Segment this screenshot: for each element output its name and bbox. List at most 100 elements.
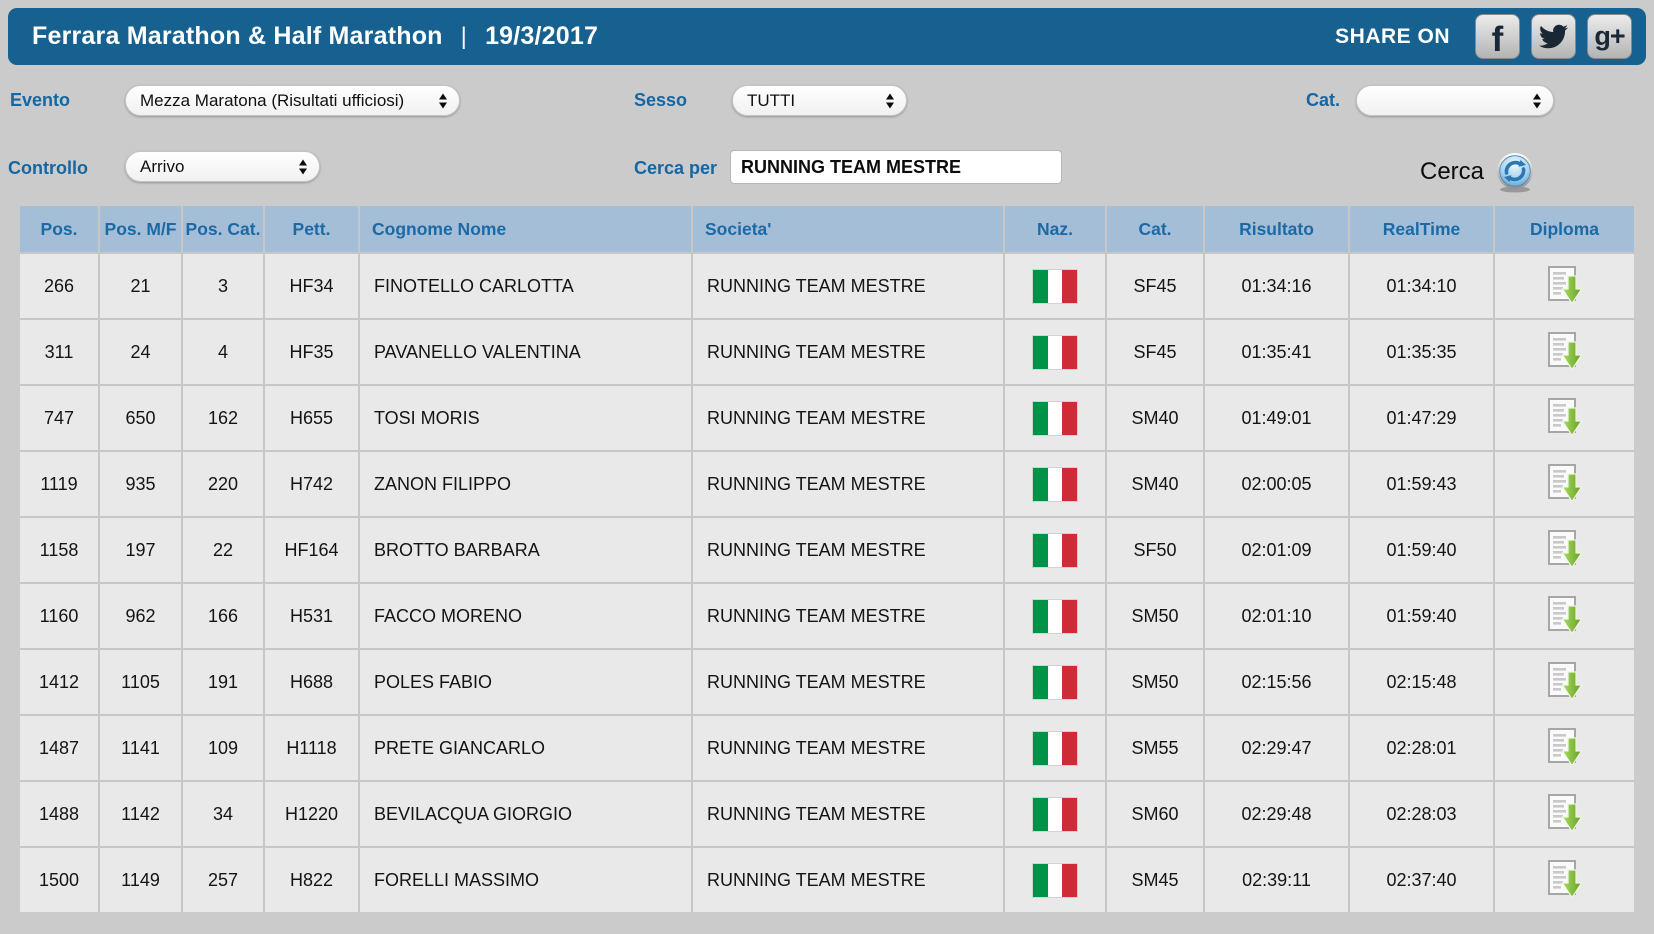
real-time-cell: 02:28:01	[1350, 716, 1493, 780]
pos-mf-cell: 24	[100, 320, 181, 384]
runner-name-cell: FORELLI MASSIMO	[360, 848, 691, 912]
runner-name-cell: PRETE GIANCARLO	[360, 716, 691, 780]
result-time-cell: 02:39:11	[1205, 848, 1348, 912]
italy-flag-icon	[1033, 731, 1078, 765]
diploma-download-icon[interactable]	[1546, 595, 1584, 637]
diploma-download-icon[interactable]	[1546, 331, 1584, 373]
diploma-cell	[1495, 320, 1634, 384]
bib-number-cell: H655	[265, 386, 358, 450]
controllo-select[interactable]: Arrivo	[125, 151, 320, 182]
col-header-societa: Societa'	[693, 206, 1003, 252]
pos-mf-cell: 197	[100, 518, 181, 582]
facebook-icon: f	[1491, 19, 1504, 59]
result-time-cell: 02:29:47	[1205, 716, 1348, 780]
real-time-cell: 02:15:48	[1350, 650, 1493, 714]
col-header-risultato: Risultato	[1205, 206, 1348, 252]
diploma-download-icon[interactable]	[1546, 727, 1584, 769]
runner-name-cell: POLES FABIO	[360, 650, 691, 714]
result-time-cell: 02:00:05	[1205, 452, 1348, 516]
diploma-download-icon[interactable]	[1546, 661, 1584, 703]
pos-cat-cell: 109	[183, 716, 263, 780]
pos-cell: 1412	[20, 650, 98, 714]
sesso-select[interactable]: TUTTI	[732, 85, 907, 116]
pos-cell: 1119	[20, 452, 98, 516]
facebook-share-button[interactable]: f	[1475, 14, 1520, 59]
diploma-download-icon[interactable]	[1546, 463, 1584, 505]
title-group: Ferrara Marathon & Half Marathon | 19/3/…	[32, 22, 598, 51]
runner-name-cell: PAVANELLO VALENTINA	[360, 320, 691, 384]
pos-cat-cell: 22	[183, 518, 263, 582]
diploma-download-icon[interactable]	[1546, 265, 1584, 307]
diploma-download-icon[interactable]	[1546, 793, 1584, 835]
nationality-cell	[1005, 782, 1105, 846]
category-cell: SF50	[1107, 518, 1203, 582]
pos-mf-cell: 962	[100, 584, 181, 648]
results-table: Pos. Pos. M/F Pos. Cat. Pett. Cognome No…	[20, 206, 1634, 912]
share-bar: SHARE ON f g+	[1335, 14, 1632, 59]
col-header-naz: Naz.	[1005, 206, 1105, 252]
nationality-cell	[1005, 848, 1105, 912]
pos-mf-cell: 1105	[100, 650, 181, 714]
team-cell: RUNNING TEAM MESTRE	[693, 782, 1003, 846]
diploma-download-icon[interactable]	[1546, 529, 1584, 571]
cerca-search-button[interactable]: Cerca	[1420, 151, 1536, 193]
search-input[interactable]	[730, 150, 1062, 184]
pos-mf-cell: 1141	[100, 716, 181, 780]
select-arrows-icon	[439, 93, 447, 108]
runner-name-cell: ZANON FILIPPO	[360, 452, 691, 516]
cat-select[interactable]	[1356, 85, 1554, 116]
title-bar: Ferrara Marathon & Half Marathon | 19/3/…	[8, 8, 1646, 65]
team-cell: RUNNING TEAM MESTRE	[693, 320, 1003, 384]
nationality-cell	[1005, 386, 1105, 450]
evento-label: Evento	[10, 90, 71, 110]
team-cell: RUNNING TEAM MESTRE	[693, 848, 1003, 912]
italy-flag-icon	[1033, 269, 1078, 303]
googleplus-icon: g+	[1594, 21, 1625, 51]
real-time-cell: 01:47:29	[1350, 386, 1493, 450]
category-cell: SF45	[1107, 254, 1203, 318]
bib-number-cell: H742	[265, 452, 358, 516]
diploma-download-icon[interactable]	[1546, 397, 1584, 439]
cat-label: Cat.	[1306, 90, 1341, 110]
result-time-cell: 02:01:10	[1205, 584, 1348, 648]
pos-cell: 747	[20, 386, 98, 450]
real-time-cell: 02:28:03	[1350, 782, 1493, 846]
result-time-cell: 01:34:16	[1205, 254, 1348, 318]
googleplus-share-button[interactable]: g+	[1587, 14, 1632, 59]
result-time-cell: 02:29:48	[1205, 782, 1348, 846]
pos-mf-cell: 1149	[100, 848, 181, 912]
sesso-selected-value: TUTTI	[747, 90, 796, 110]
italy-flag-icon	[1033, 335, 1078, 369]
evento-select[interactable]: Mezza Maratona (Risultati ufficiosi)	[125, 85, 460, 116]
team-cell: RUNNING TEAM MESTRE	[693, 584, 1003, 648]
diploma-cell	[1495, 254, 1634, 318]
controllo-selected-value: Arrivo	[140, 156, 185, 176]
nationality-cell	[1005, 452, 1105, 516]
bib-number-cell: H822	[265, 848, 358, 912]
filter-panel: Evento Mezza Maratona (Risultati ufficio…	[0, 65, 1654, 206]
diploma-cell	[1495, 782, 1634, 846]
runner-name-cell: FACCO MORENO	[360, 584, 691, 648]
real-time-cell: 02:37:40	[1350, 848, 1493, 912]
diploma-cell	[1495, 386, 1634, 450]
category-cell: SM50	[1107, 584, 1203, 648]
event-date: 19/3/2017	[485, 22, 599, 50]
team-cell: RUNNING TEAM MESTRE	[693, 254, 1003, 318]
bib-number-cell: H688	[265, 650, 358, 714]
bib-number-cell: HF164	[265, 518, 358, 582]
italy-flag-icon	[1033, 533, 1078, 567]
cerca-button-label: Cerca	[1420, 158, 1485, 185]
diploma-cell	[1495, 650, 1634, 714]
bib-number-cell: H531	[265, 584, 358, 648]
italy-flag-icon	[1033, 797, 1078, 831]
bib-number-cell: H1220	[265, 782, 358, 846]
diploma-download-icon[interactable]	[1546, 859, 1584, 901]
result-time-cell: 01:49:01	[1205, 386, 1348, 450]
pos-mf-cell: 1142	[100, 782, 181, 846]
bib-number-cell: H1118	[265, 716, 358, 780]
pos-cell: 1160	[20, 584, 98, 648]
bib-number-cell: HF34	[265, 254, 358, 318]
pos-cat-cell: 3	[183, 254, 263, 318]
nationality-cell	[1005, 320, 1105, 384]
twitter-share-button[interactable]	[1531, 14, 1576, 59]
